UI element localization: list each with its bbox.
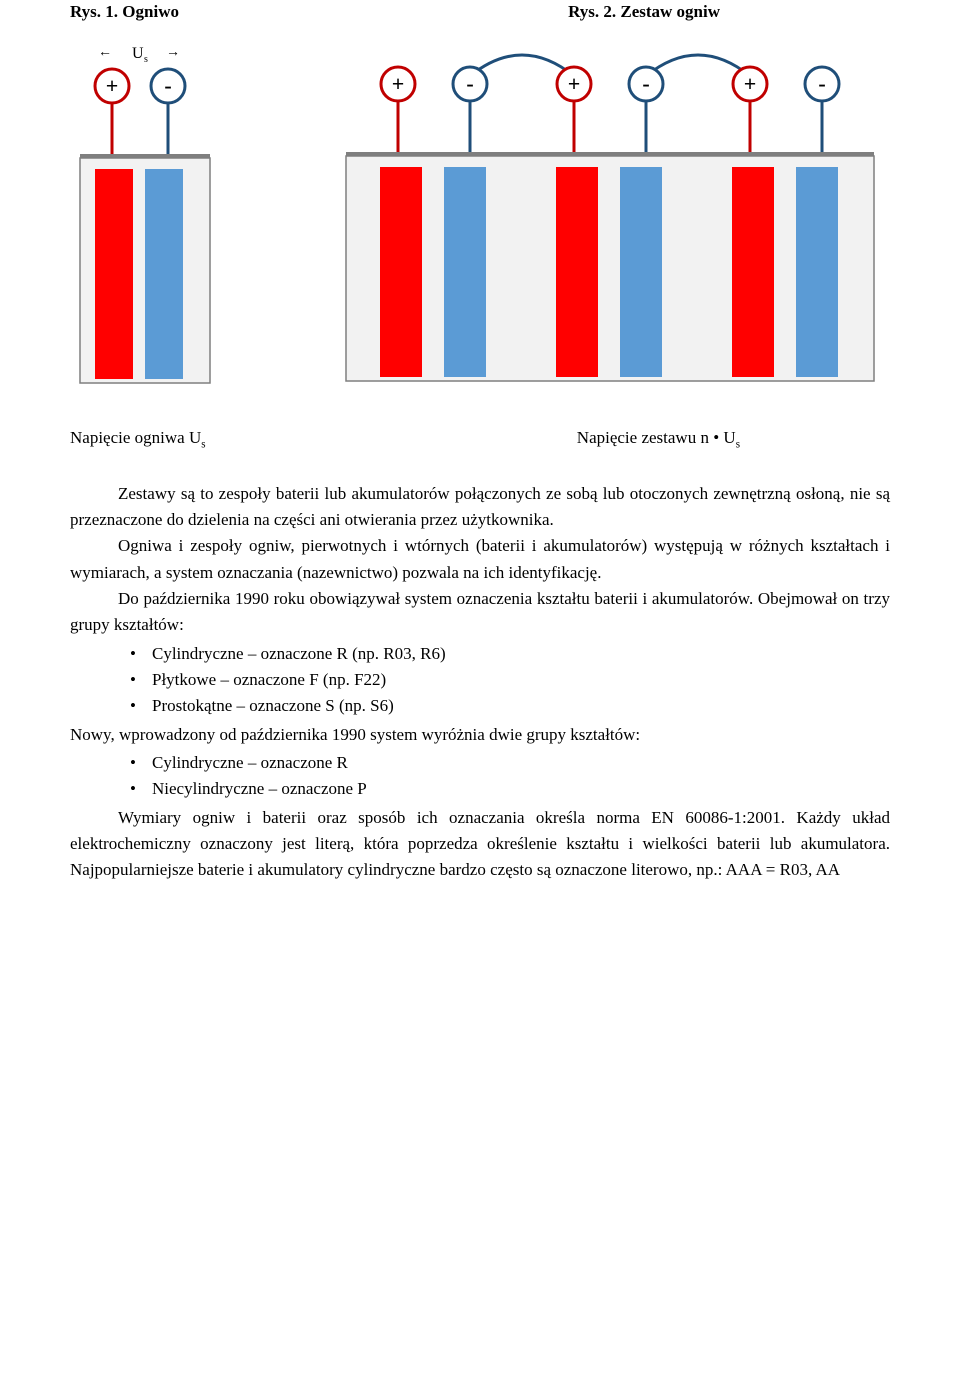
svg-text:+: + — [568, 71, 581, 96]
figure1-caption: Rys. 1. Ogniwo — [70, 0, 179, 24]
svg-text:U: U — [132, 45, 144, 62]
list-item: Prostokątne – oznaczone S (np. S6) — [130, 693, 890, 719]
paragraph-4: Wymiary ogniw i baterii oraz sposób ich … — [70, 805, 890, 884]
svg-text:+: + — [744, 71, 757, 96]
list-item: Cylindryczne – oznaczone R (np. R03, R6) — [130, 641, 890, 667]
list-item: Niecylindryczne – oznaczone P — [130, 776, 890, 802]
new-shapes-list: Cylindryczne – oznaczone R Niecylindrycz… — [130, 750, 890, 803]
list-item: Cylindryczne – oznaczone R — [130, 750, 890, 776]
old-shapes-list: Cylindryczne – oznaczone R (np. R03, R6)… — [130, 641, 890, 720]
figure1-annotation: Napięcie ogniwa Us — [70, 426, 206, 453]
paragraph-3: Do października 1990 roku obowiązywał sy… — [70, 586, 890, 639]
svg-text:-: - — [818, 71, 825, 96]
svg-text:→: → — [166, 45, 180, 60]
list-item: Płytkowe – oznaczone F (np. F22) — [130, 667, 890, 693]
svg-text:-: - — [164, 73, 171, 98]
svg-text:+: + — [392, 71, 405, 96]
figure2-annotation: Napięcie zestawu n • Us — [577, 426, 740, 453]
figure-single-cell: ← U s → + - — [70, 36, 260, 386]
paragraph-1: Zestawy są to zespoły baterii lub akumul… — [70, 481, 890, 534]
figure2-caption: Rys. 2. Zestaw ogniw — [568, 0, 720, 24]
between-paragraph: Nowy, wprowadzony od października 1990 s… — [70, 722, 890, 748]
svg-text:←: ← — [98, 45, 112, 60]
svg-text:+: + — [106, 73, 119, 98]
paragraph-2: Ogniwa i zespoły ogniw, pierwotnych i wt… — [70, 533, 890, 586]
svg-text:-: - — [642, 71, 649, 96]
figure-cell-pack: + - + - + — [340, 36, 880, 386]
svg-text:-: - — [466, 71, 473, 96]
svg-text:s: s — [144, 54, 148, 65]
